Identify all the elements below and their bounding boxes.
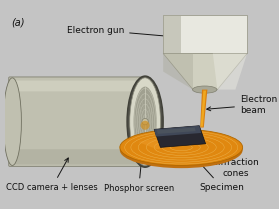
Text: Electron
beam: Electron beam [207,95,277,115]
Text: CCD camera + lenses: CCD camera + lenses [6,158,98,192]
Ellipse shape [134,87,157,157]
Polygon shape [138,133,200,149]
Ellipse shape [120,132,243,168]
Polygon shape [163,54,193,90]
Polygon shape [157,127,196,134]
Circle shape [141,121,150,130]
Ellipse shape [3,78,21,166]
Ellipse shape [193,86,217,93]
Ellipse shape [120,129,243,166]
Ellipse shape [127,76,163,167]
Polygon shape [200,90,207,127]
Polygon shape [163,54,247,90]
FancyBboxPatch shape [11,81,144,91]
Text: (a): (a) [11,17,25,27]
Polygon shape [154,126,206,147]
Polygon shape [213,54,247,90]
Text: Phosphor screen: Phosphor screen [104,155,174,192]
Polygon shape [154,126,201,136]
Text: Diffraction
cones: Diffraction cones [211,147,259,178]
FancyBboxPatch shape [11,149,144,164]
Ellipse shape [130,78,160,166]
FancyBboxPatch shape [9,77,146,166]
Polygon shape [163,15,181,54]
Text: Specimen: Specimen [188,150,244,192]
Circle shape [142,119,148,125]
Polygon shape [163,15,247,54]
Polygon shape [201,90,206,127]
Text: Electron gun: Electron gun [67,25,175,38]
